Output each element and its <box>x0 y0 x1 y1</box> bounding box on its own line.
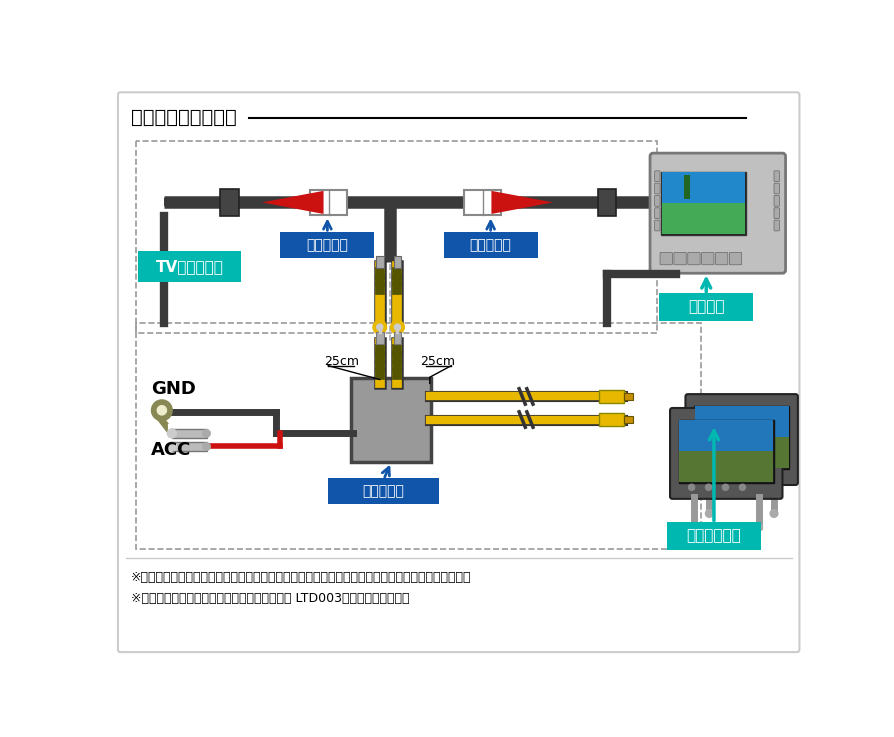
Bar <box>599 390 623 403</box>
Circle shape <box>394 324 401 330</box>
Circle shape <box>754 523 762 531</box>
Circle shape <box>754 470 760 477</box>
Text: ※３台以上増設する場合は、７出力映像分配器 LTD003をご用意ください。: ※３台以上増設する場合は、７出力映像分配器 LTD003をご用意ください。 <box>131 593 409 606</box>
Circle shape <box>373 320 386 334</box>
Bar <box>679 420 772 451</box>
Text: 映像分配器: 映像分配器 <box>362 484 404 498</box>
Circle shape <box>721 484 728 490</box>
Circle shape <box>737 470 743 477</box>
Bar <box>599 413 623 427</box>
FancyBboxPatch shape <box>328 478 439 504</box>
Bar <box>678 419 773 483</box>
Bar <box>172 442 207 451</box>
Text: 純正ナビ: 純正ナビ <box>687 300 723 315</box>
Circle shape <box>157 405 166 415</box>
Circle shape <box>704 509 713 517</box>
Bar <box>220 189 239 216</box>
Bar <box>679 451 772 482</box>
FancyBboxPatch shape <box>280 231 374 258</box>
FancyBboxPatch shape <box>666 522 760 550</box>
Circle shape <box>167 429 176 438</box>
Circle shape <box>376 324 383 330</box>
Text: ACC: ACC <box>151 441 191 459</box>
Circle shape <box>167 442 176 451</box>
FancyBboxPatch shape <box>714 253 727 265</box>
Circle shape <box>687 484 694 490</box>
Bar <box>172 429 207 438</box>
Bar <box>623 416 632 423</box>
FancyBboxPatch shape <box>773 184 779 194</box>
FancyBboxPatch shape <box>659 293 753 321</box>
Text: 25cm: 25cm <box>419 355 454 368</box>
FancyBboxPatch shape <box>685 394 797 485</box>
FancyBboxPatch shape <box>773 195 779 206</box>
FancyBboxPatch shape <box>443 231 537 258</box>
Bar <box>623 393 632 400</box>
Bar <box>375 256 384 268</box>
Circle shape <box>152 400 172 420</box>
FancyBboxPatch shape <box>350 378 431 462</box>
FancyBboxPatch shape <box>654 184 659 194</box>
Circle shape <box>202 430 210 437</box>
Text: コネクター: コネクター <box>306 238 348 252</box>
Text: ビデオ出力ハーネス: ビデオ出力ハーネス <box>131 108 237 128</box>
FancyBboxPatch shape <box>138 251 240 282</box>
Bar <box>660 172 745 235</box>
Bar <box>694 437 788 468</box>
Text: コネクター: コネクター <box>469 238 511 252</box>
Polygon shape <box>491 191 552 214</box>
Bar <box>375 332 384 344</box>
Circle shape <box>202 443 210 450</box>
FancyBboxPatch shape <box>659 253 671 265</box>
FancyBboxPatch shape <box>654 171 659 181</box>
Text: 増設モニター: 増設モニター <box>686 528 740 543</box>
Bar <box>694 406 788 437</box>
FancyBboxPatch shape <box>687 253 699 265</box>
FancyBboxPatch shape <box>701 253 713 265</box>
Circle shape <box>720 470 726 477</box>
FancyBboxPatch shape <box>773 208 779 219</box>
FancyBboxPatch shape <box>670 408 781 499</box>
Bar <box>661 172 744 203</box>
Circle shape <box>390 320 404 334</box>
Circle shape <box>704 470 709 477</box>
FancyBboxPatch shape <box>649 153 785 273</box>
FancyBboxPatch shape <box>654 208 659 219</box>
FancyBboxPatch shape <box>654 220 659 231</box>
FancyBboxPatch shape <box>773 220 779 231</box>
Bar <box>310 190 347 214</box>
Text: ※増設用モニター及び延長用ピン端子ケーブル等は付属しておりませんので、別途ご用意ください。: ※増設用モニター及び延長用ピン端子ケーブル等は付属しておりませんので、別途ご用意… <box>131 571 471 584</box>
FancyBboxPatch shape <box>118 92 798 652</box>
Bar <box>661 203 744 234</box>
FancyBboxPatch shape <box>773 171 779 181</box>
Circle shape <box>738 484 745 490</box>
FancyBboxPatch shape <box>729 253 741 265</box>
Text: GND: GND <box>151 380 196 398</box>
Bar <box>464 190 501 214</box>
Bar <box>597 189 615 216</box>
FancyBboxPatch shape <box>673 253 686 265</box>
Bar <box>693 405 789 469</box>
FancyBboxPatch shape <box>654 195 659 206</box>
Circle shape <box>704 484 711 490</box>
Bar <box>683 175 689 198</box>
Circle shape <box>689 523 697 531</box>
Bar <box>393 332 401 344</box>
Text: TVチューナー: TVチューナー <box>156 259 224 274</box>
Polygon shape <box>262 191 324 214</box>
Circle shape <box>770 509 777 517</box>
Text: 25cm: 25cm <box>324 355 358 368</box>
Bar <box>393 256 401 268</box>
